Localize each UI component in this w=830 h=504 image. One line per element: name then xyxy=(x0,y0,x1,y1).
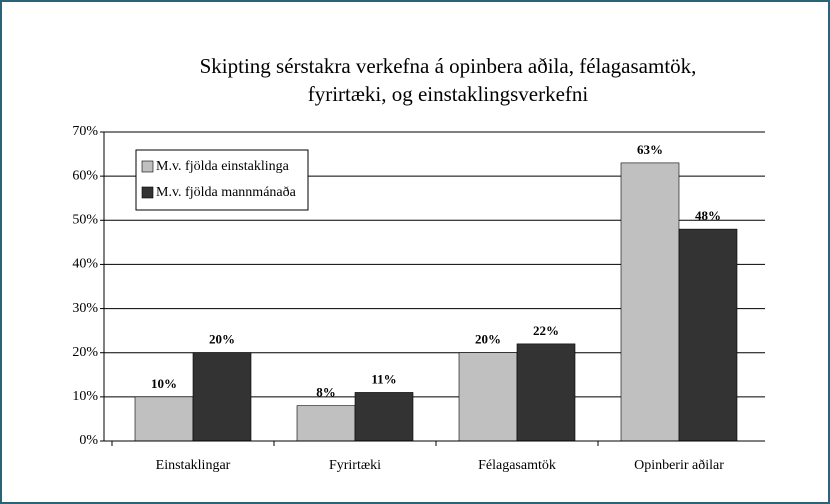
y-tick-label: 10% xyxy=(72,389,98,404)
y-tick-label: 70% xyxy=(72,124,98,139)
value-label: 8% xyxy=(316,385,336,400)
legend-label: M.v. fjölda mannmánaða xyxy=(156,185,297,200)
value-label: 20% xyxy=(475,332,501,347)
value-label: 20% xyxy=(209,332,235,347)
x-tick-label: Félagasamtök xyxy=(478,458,556,473)
value-label: 11% xyxy=(371,371,396,386)
bar xyxy=(354,392,414,442)
bar xyxy=(620,162,680,442)
legend-swatch xyxy=(141,186,154,199)
y-tick-label: 30% xyxy=(72,301,98,316)
x-tick-label: Einstaklingar xyxy=(156,458,231,473)
y-tick-label: 40% xyxy=(72,257,98,272)
chart-title: fyrirtæki, og einstaklingsverkefni xyxy=(308,82,589,106)
value-label: 48% xyxy=(695,208,721,223)
x-tick-label: Fyrirtæki xyxy=(329,458,381,473)
bar xyxy=(296,405,356,442)
y-tick-label: 0% xyxy=(79,433,98,448)
legend-label: M.v. fjölda einstaklinga xyxy=(156,159,290,174)
bar xyxy=(134,396,194,442)
x-tick-label: Opinberir aðilar xyxy=(634,458,724,473)
y-tick-label: 20% xyxy=(72,345,98,360)
value-label: 10% xyxy=(151,376,177,391)
bar xyxy=(192,352,252,442)
value-label: 22% xyxy=(533,323,559,338)
bar xyxy=(458,352,518,442)
legend-swatch xyxy=(141,160,154,173)
chart-title: Skipting sérstakra verkefna á opinbera a… xyxy=(200,54,697,78)
y-tick-label: 60% xyxy=(72,168,98,183)
value-label: 63% xyxy=(637,142,663,157)
y-tick-label: 50% xyxy=(72,213,98,228)
bar xyxy=(678,228,738,442)
legend-box xyxy=(135,149,309,211)
bar xyxy=(516,343,576,442)
